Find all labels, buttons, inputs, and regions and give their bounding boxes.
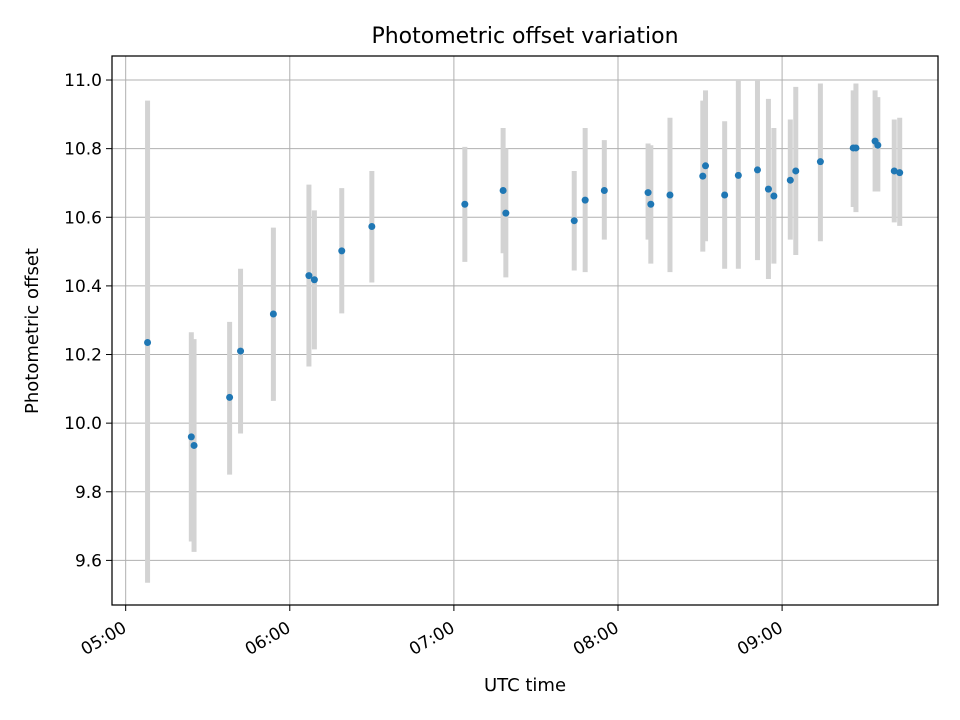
data-point [502,209,510,217]
data-points [144,137,904,449]
data-point [666,191,674,199]
data-point [144,339,152,347]
y-tick-label: 9.6 [75,551,102,571]
y-tick-label: 10.8 [64,140,102,160]
y-axis-label: Photometric offset [22,248,43,414]
y-axis-ticks: 9.6 9.8 10.0 10.2 10.4 10.6 10.8 11.0 [64,71,112,571]
data-point [499,187,507,195]
plot-frame [111,55,939,606]
data-point [702,162,710,170]
data-point [816,158,824,166]
data-point [721,191,729,199]
data-point [338,247,346,255]
data-point [786,176,794,184]
data-point [890,167,898,175]
data-point [581,196,589,204]
x-axis-label: UTC time [484,675,566,696]
y-tick-label: 9.8 [75,483,102,503]
data-point [187,433,195,441]
data-point [896,169,904,177]
chart-title: Photometric offset variation [371,24,678,49]
data-point [368,223,376,231]
data-point [770,192,778,200]
data-point [647,200,655,208]
data-point [644,189,652,197]
data-point [753,166,761,174]
data-point [874,141,882,149]
data-point [237,347,245,355]
data-point [461,200,469,208]
data-point [310,276,318,284]
data-point [792,167,800,175]
grid [112,56,938,605]
data-point [570,217,578,225]
data-point [226,393,234,401]
data-point [764,185,772,193]
data-point [269,310,277,318]
data-point [190,441,198,449]
y-tick-label: 11.0 [64,71,102,91]
data-point [734,171,742,179]
data-point [600,187,608,195]
data-point [699,172,707,180]
data-point [305,272,313,280]
y-tick-label: 10.2 [64,346,102,366]
y-tick-label: 10.4 [64,277,102,297]
data-point [852,144,860,152]
y-tick-label: 10.0 [64,414,102,434]
y-tick-label: 10.6 [64,208,102,228]
